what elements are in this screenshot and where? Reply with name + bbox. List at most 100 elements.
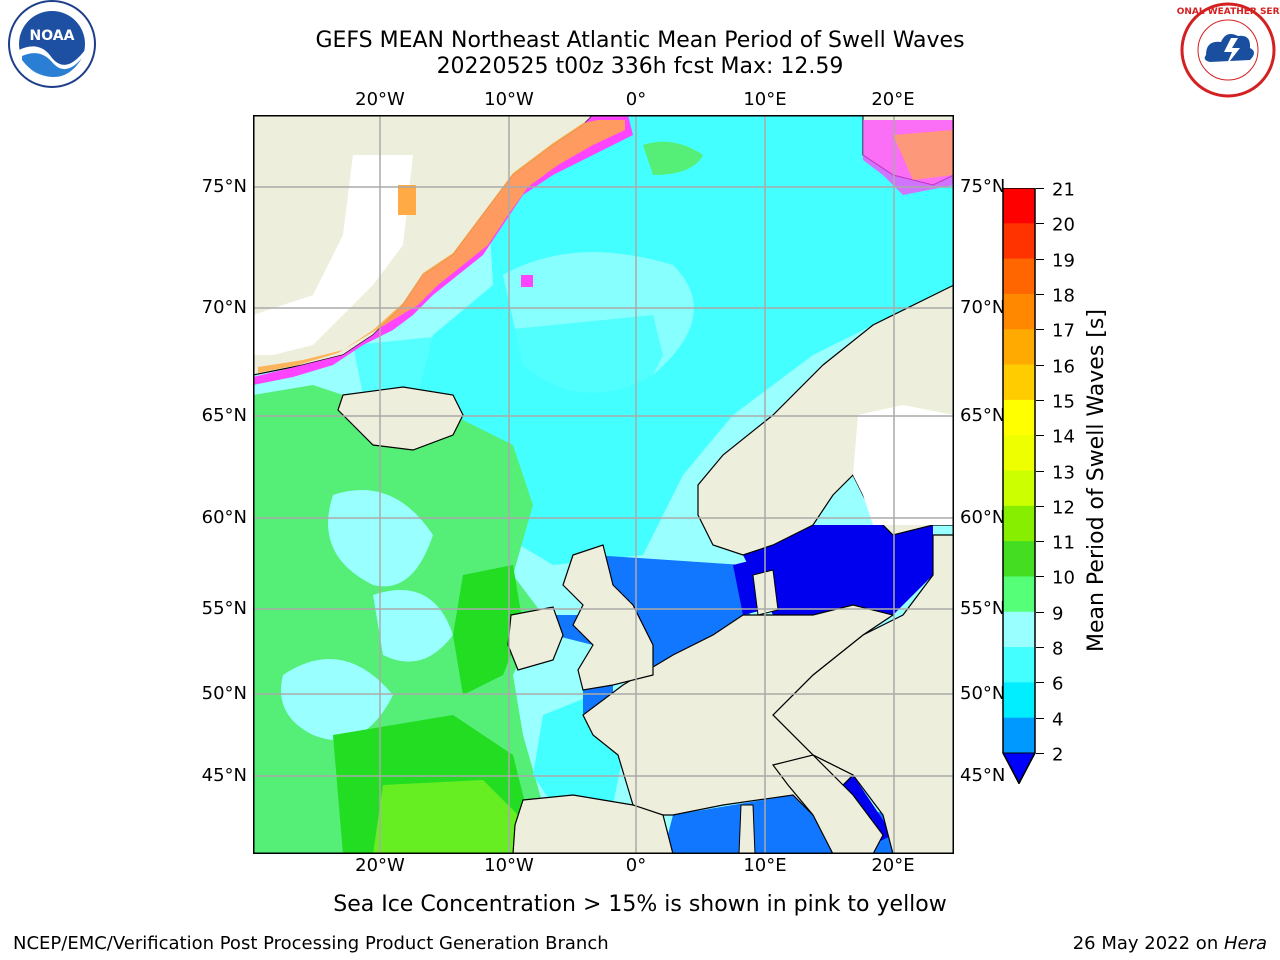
- colorbar-tick-mark: [1036, 470, 1044, 472]
- lat-tick-right: 70°N: [960, 297, 1006, 318]
- colorbar-segment: [1003, 505, 1035, 542]
- lat-tick-left: 75°N: [201, 176, 247, 197]
- colorbar-tick-label: 14: [1052, 426, 1075, 448]
- map-frame: [253, 115, 954, 854]
- lat-tick-right: 45°N: [960, 765, 1006, 786]
- colorbar-segment: [1003, 329, 1035, 366]
- colorbar-tick-label: 8: [1052, 638, 1064, 660]
- colorbar-segment: [1003, 647, 1035, 683]
- ocean-cyan-streaks-3: [373, 590, 453, 662]
- sea-ice-edge: [253, 115, 633, 385]
- colorbar-segment: [1003, 399, 1035, 436]
- lon-tick-top: 20°W: [355, 89, 405, 110]
- land-ireland: [507, 606, 564, 671]
- colorbar: [1002, 187, 1036, 786]
- lon-tick-bottom: 10°W: [484, 855, 534, 876]
- colorbar-tick-mark: [1036, 435, 1044, 437]
- land-iberia: [512, 794, 674, 854]
- colorbar-tick-label: 11: [1052, 532, 1075, 554]
- ocean-bright-green-core: [453, 565, 523, 695]
- colorbar-segment: [1003, 682, 1035, 719]
- colorbar-tick-mark: [1036, 682, 1044, 684]
- colorbar-tick-mark: [1036, 399, 1044, 401]
- colorbar-segment: [1003, 541, 1035, 577]
- colorbar-tick-mark: [1036, 329, 1044, 331]
- colorbar-tick-mark: [1036, 223, 1044, 225]
- national-weather-service-logo: NATIONAL WEATHER SERVICE: [1153, 0, 1280, 104]
- colorbar-tick-label: 12: [1052, 497, 1075, 519]
- sea-ice-note: Sea Ice Concentration > 15% is shown in …: [333, 892, 947, 917]
- ocean-green-north: [643, 141, 703, 175]
- colorbar-segment: [1003, 258, 1035, 295]
- ocean-cyan-band: [353, 315, 663, 415]
- footer-date-text: 26 May 2022 on: [1072, 933, 1224, 954]
- colorbar-tick-label: 4: [1052, 709, 1064, 731]
- footer-host: Hera: [1223, 933, 1267, 954]
- colorbar-tick-mark: [1036, 611, 1044, 613]
- lon-tick-top: 0°: [625, 89, 647, 110]
- colorbar-tick-label: 20: [1052, 214, 1075, 236]
- nws-logo-text: NATIONAL WEATHER SERVICE: [1176, 7, 1280, 17]
- colorbar-segment: [1003, 717, 1035, 754]
- sea-ice-patch: [398, 185, 416, 215]
- ocean-yellowgreen-south: [373, 780, 518, 854]
- chart-title: GEFS MEAN Northeast Atlantic Mean Period…: [315, 28, 965, 53]
- swell-period-map: [253, 115, 954, 854]
- land-iceland: [337, 386, 464, 451]
- noaa-logo: NOAA: [0, 0, 104, 104]
- colorbar-frame: [1002, 187, 1036, 785]
- lat-tick-left: 60°N: [201, 507, 247, 528]
- lon-tick-bottom: 0°: [625, 855, 647, 876]
- lon-tick-bottom: 20°E: [871, 855, 915, 876]
- colorbar-tick-mark: [1036, 293, 1044, 295]
- chart-subtitle-run: 20220525 t00z 336h fcst Max: 12.59: [436, 54, 844, 79]
- colorbar-segment: [1003, 364, 1035, 401]
- land-white-gulf-of-bothnia: [853, 405, 954, 525]
- lat-tick-right: 65°N: [960, 405, 1006, 426]
- colorbar-tick-label: 16: [1052, 356, 1075, 378]
- sea-ice-patch-2: [521, 275, 533, 287]
- land-corsica-sardinia: [738, 804, 756, 854]
- colorbar-extend-arrow: [1002, 752, 1036, 786]
- lon-tick-top: 20°E: [871, 89, 915, 110]
- colorbar-tick-mark: [1036, 258, 1044, 260]
- lat-tick-left: 70°N: [201, 297, 247, 318]
- noaa-logo-text: NOAA: [30, 28, 75, 44]
- colorbar-tick-mark: [1036, 717, 1044, 719]
- colorbar-segment: [1003, 223, 1035, 260]
- lat-tick-right: 55°N: [960, 598, 1006, 619]
- lat-tick-right: 60°N: [960, 507, 1006, 528]
- colorbar-tick-mark: [1036, 505, 1044, 507]
- colorbar-segment: [1003, 293, 1035, 330]
- colorbar-tick-label: 15: [1052, 391, 1075, 413]
- lat-tick-right: 75°N: [960, 176, 1006, 197]
- colorbar-tick-mark: [1036, 753, 1044, 754]
- colorbar-segment: [1003, 611, 1035, 648]
- footer-producer: NCEP/EMC/Verification Post Processing Pr…: [13, 933, 609, 954]
- colorbar-segment: [1003, 188, 1035, 224]
- colorbar-tick-label: 10: [1052, 567, 1075, 589]
- colorbar-segment: [1003, 576, 1035, 613]
- colorbar-tick-label: 9: [1052, 603, 1064, 625]
- colorbar-segment: [1003, 435, 1035, 471]
- colorbar-tick-label: 2: [1052, 744, 1064, 766]
- sea-ice-svalbard-yellow: [893, 130, 953, 180]
- lon-tick-bottom: 20°W: [355, 855, 405, 876]
- colorbar-tick-label: 19: [1052, 250, 1075, 272]
- lat-tick-left: 65°N: [201, 405, 247, 426]
- colorbar-tick-mark: [1036, 576, 1044, 578]
- colorbar-tick-mark: [1036, 188, 1044, 189]
- lon-tick-bottom: 10°E: [743, 855, 787, 876]
- ocean-cyan-streaks-2: [281, 659, 393, 740]
- sea-ice-edge-yellow: [258, 120, 625, 373]
- lon-tick-top: 10°E: [743, 89, 787, 110]
- colorbar-tick-label: 21: [1052, 179, 1075, 201]
- lat-tick-right: 50°N: [960, 683, 1006, 704]
- colorbar-title: Mean Period of Swell Waves [s]: [1084, 309, 1109, 652]
- colorbar-tick-label: 18: [1052, 285, 1075, 307]
- lat-tick-left: 50°N: [201, 683, 247, 704]
- colorbar-tick-label: 6: [1052, 673, 1064, 695]
- land-white-greenland: [253, 155, 413, 355]
- land-italy: [771, 754, 884, 854]
- lat-tick-left: 45°N: [201, 765, 247, 786]
